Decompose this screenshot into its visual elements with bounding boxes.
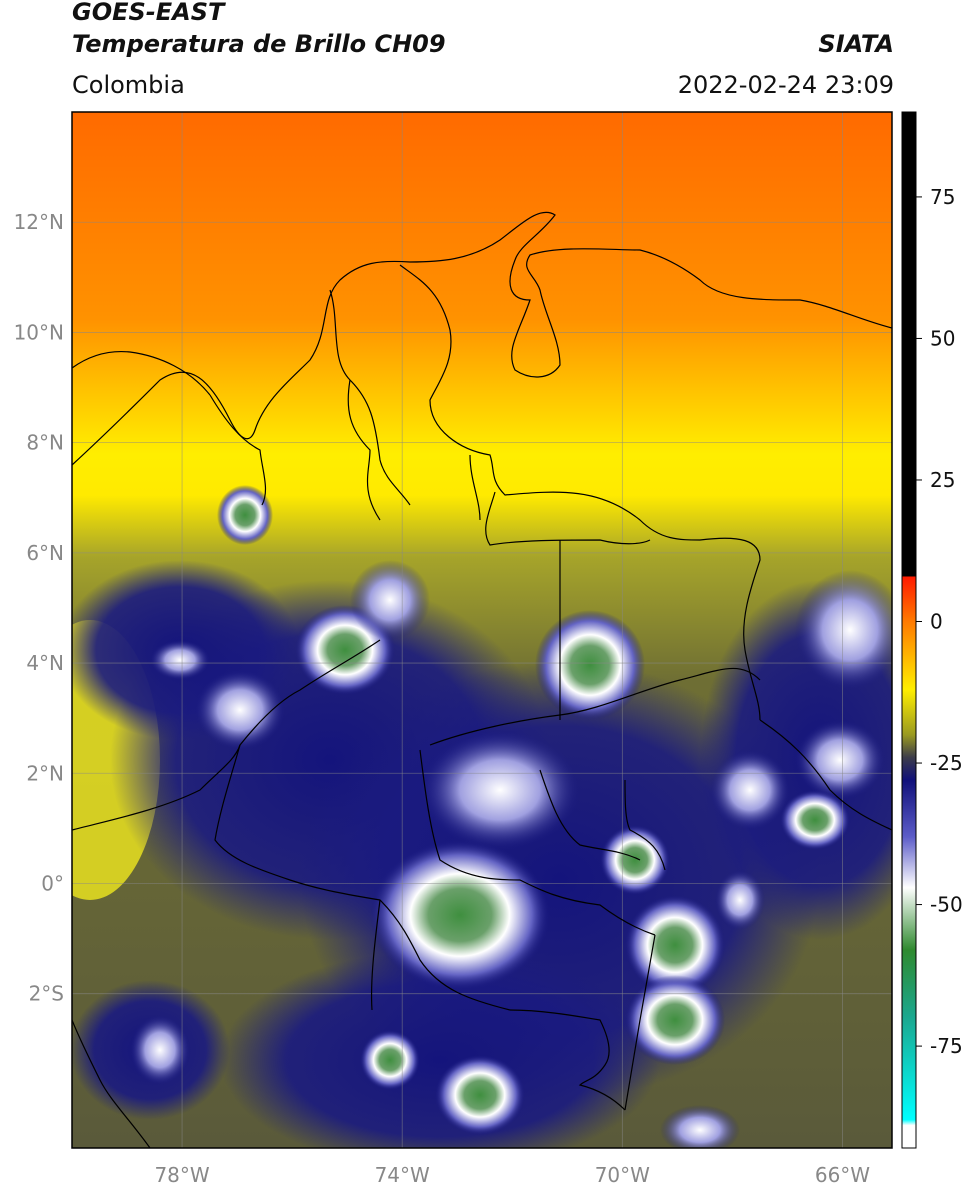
colorbar-tick-label: -75: [930, 1034, 963, 1058]
lon-tick-label: 78°W: [154, 1163, 209, 1187]
brand-label: SIATA: [818, 30, 894, 58]
product-title: Temperatura de Brillo CH09: [72, 30, 446, 58]
map-gridlines: [72, 112, 892, 1148]
colorbar: [901, 111, 917, 1149]
region-label: Colombia: [72, 71, 185, 99]
lat-tick-label: 6°N: [26, 541, 64, 565]
lat-tick-label: 8°N: [26, 431, 64, 455]
lat-tick-label: 0°: [41, 871, 64, 895]
colorbar-tick-label: 50: [930, 326, 955, 350]
colorbar-tick-label: 25: [930, 468, 955, 492]
lon-tick-label: 74°W: [375, 1163, 430, 1187]
colorbar-tick-label: 75: [930, 185, 955, 209]
lat-tick-label: 4°N: [26, 651, 64, 675]
colorbar-tick-label: -25: [930, 751, 963, 775]
timestamp-label: 2022-02-24 23:09: [677, 71, 894, 99]
satellite-title: GOES-EAST: [72, 0, 225, 26]
coastlines-and-borders: [72, 211, 892, 1148]
lat-tick-label: 2°N: [26, 761, 64, 785]
colorbar-tick-label: 0: [930, 610, 943, 634]
latitude-tick-labels: 12°N 10°N 8°N 6°N 4°N 2°N 0° 2°S: [14, 210, 64, 1005]
lon-tick-label: 66°W: [815, 1163, 870, 1187]
map-frame: [71, 111, 893, 1149]
lat-tick-label: 2°S: [29, 982, 64, 1006]
lon-tick-label: 70°W: [595, 1163, 650, 1187]
lat-tick-label: 10°N: [14, 320, 64, 344]
longitude-tick-labels: 78°W 74°W 70°W 66°W: [154, 1163, 870, 1187]
colorbar-tick-label: -50: [930, 893, 963, 917]
brightness-temperature-field: [72, 112, 892, 1148]
colorbar-tick-labels: 75 50 25 0 -25 -50 -75: [916, 185, 963, 1058]
lat-tick-label: 12°N: [14, 210, 64, 234]
